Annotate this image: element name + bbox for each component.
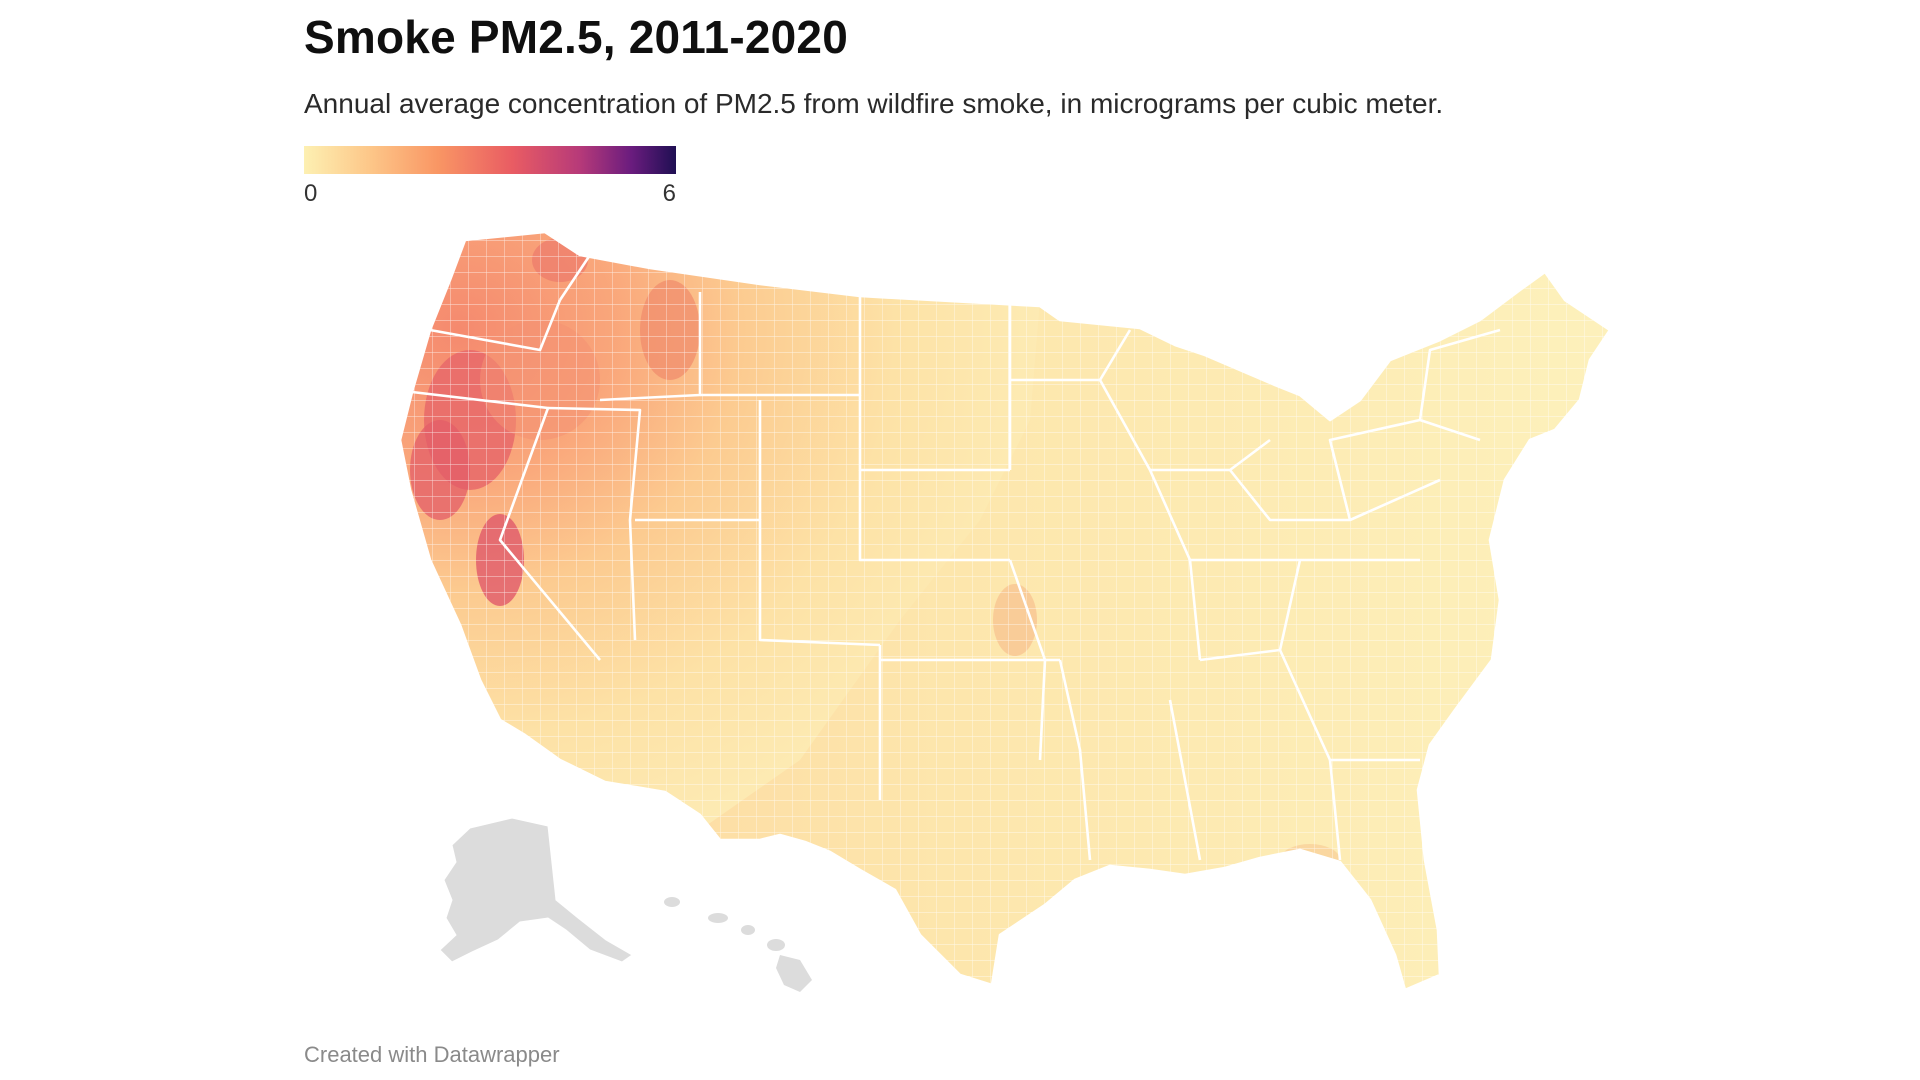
chart-container: Smoke PM2.5, 2011-2020 Annual average co… <box>304 0 1644 1080</box>
chart-title: Smoke PM2.5, 2011-2020 <box>304 11 848 63</box>
legend-max-label: 6 <box>662 180 676 207</box>
legend-labels: 0 6 <box>304 174 676 207</box>
datawrapper-credit: Created with Datawrapper <box>304 1042 560 1067</box>
chart-subtitle: Annual average concentration of PM2.5 fr… <box>304 88 1444 119</box>
us-choropleth-map <box>398 230 1612 992</box>
state-borders <box>398 230 1612 992</box>
legend-gradient-bar <box>304 146 676 174</box>
hawaii-islands <box>664 897 812 992</box>
color-legend: 0 6 <box>304 146 676 207</box>
legend-min-label: 0 <box>304 180 318 207</box>
alaska-shape <box>439 817 633 963</box>
